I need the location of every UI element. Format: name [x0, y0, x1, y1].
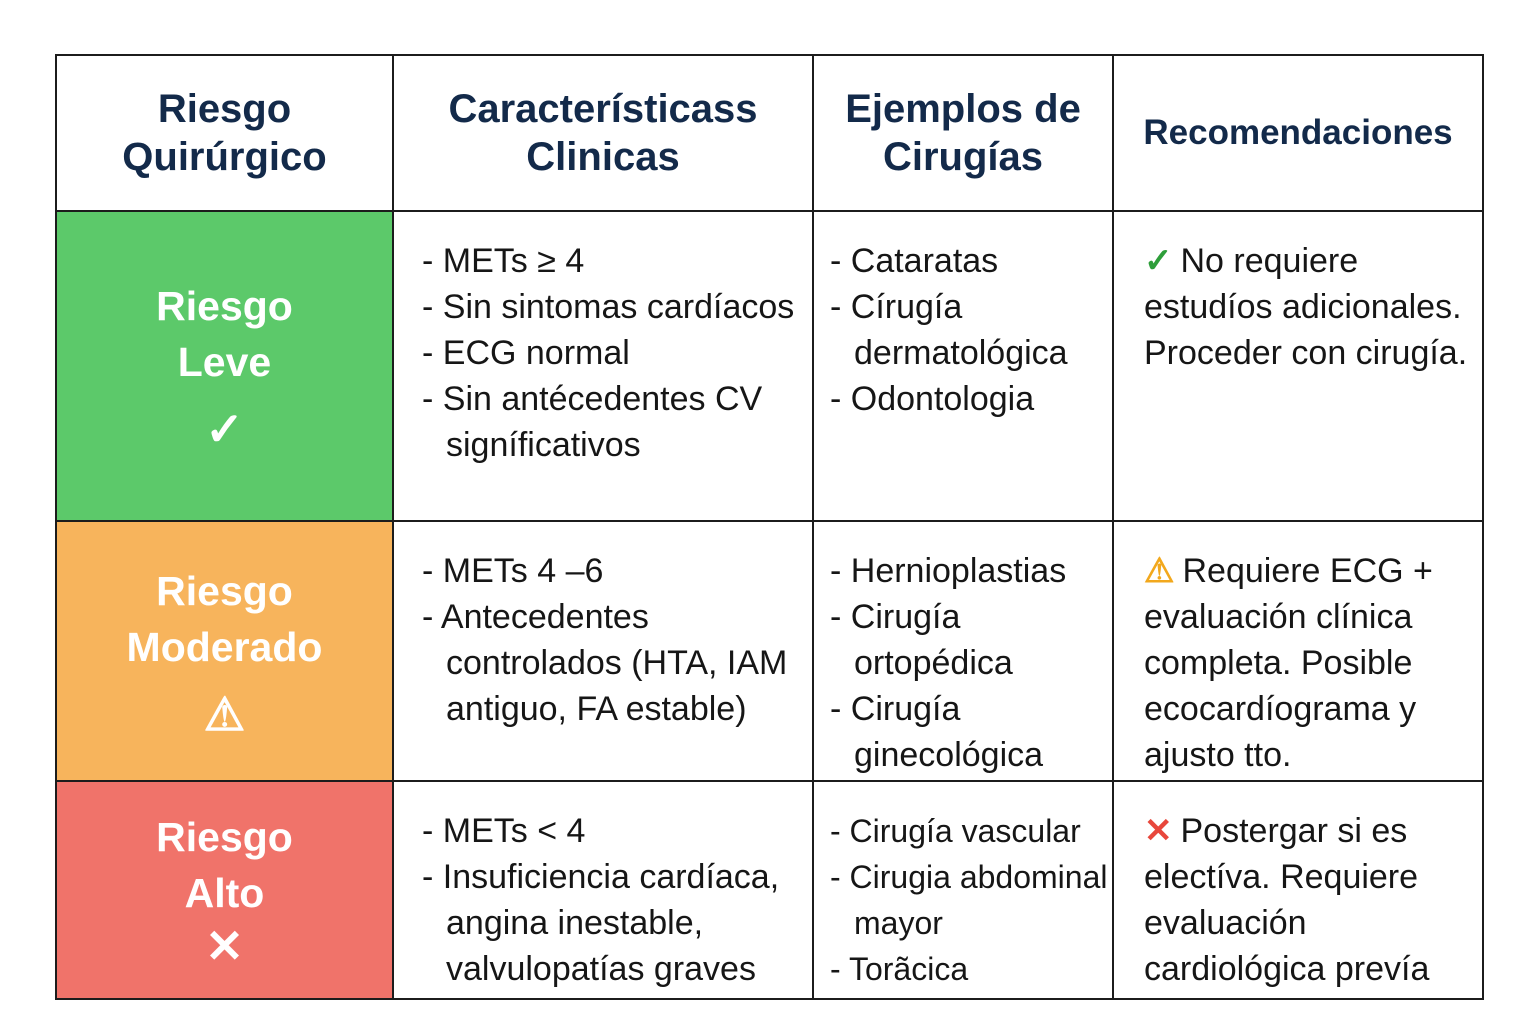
risk-moderado-cell: Riesgo Moderado ⚠: [55, 520, 394, 782]
list-item: - Insuficiencia cardíaca, angina inestab…: [422, 858, 780, 988]
header-caracteristicas: Característicass Clinicas: [392, 54, 814, 212]
header-riesgo: Riesgo Quirúrgico: [55, 54, 394, 212]
list-item: - Círugía dermatológica: [830, 288, 1068, 372]
list-item: - METs ≥ 4: [422, 242, 585, 280]
recommendation-cell: ✓ No requiere estudíos adicionales. Proce…: [1112, 210, 1484, 522]
surgical-risk-table: Riesgo Quirúrgico Característicass Clini…: [55, 54, 1484, 1000]
features-cell: - METs ≥ 4 - Sin sintomas cardíacos - EC…: [392, 210, 814, 522]
recommendation-text: No requiere estudíos adicionales. Proced…: [1144, 242, 1468, 372]
header-recomendaciones: Recomendaciones: [1112, 54, 1484, 212]
examples-cell: - Hernioplastias - Cirugía ortopédica - …: [812, 520, 1114, 782]
risk-label: Riesgo Leve: [156, 283, 293, 385]
risk-label: Riesgo Moderado: [126, 568, 323, 670]
list-item: - Antecedentes controlados (HTA, IAM ant…: [422, 598, 788, 728]
features-cell: - METs 4 –6 - Antecedentes controlados (…: [392, 520, 814, 782]
features-cell: - METs < 4 - Insuficiencia cardíaca, ang…: [392, 780, 814, 1000]
list-item: - Cataratas: [830, 242, 999, 280]
cross-icon: ✕: [1144, 812, 1173, 850]
table-row: Riesgo Leve ✓ - METs ≥ 4 - Sin sintomas …: [55, 210, 1484, 522]
cross-icon: ✕: [205, 920, 244, 972]
list-item: - Odontologia: [830, 380, 1035, 418]
table-row: Riesgo Moderado ⚠ - METs 4 –6 - Antecede…: [55, 520, 1484, 782]
risk-label: Riesgo Alto: [156, 814, 293, 916]
list-item: - Hernioplastias: [830, 552, 1067, 590]
warning-icon: ⚠: [203, 688, 246, 740]
recommendation-text: Postergar si es electíva. Requiere evalu…: [1144, 812, 1430, 988]
list-item: - METs 4 –6: [422, 552, 604, 590]
list-item: - Sin sintomas cardíacos: [422, 288, 795, 326]
risk-leve-cell: Riesgo Leve ✓: [55, 210, 394, 522]
recommendation-text: Requiere ECG + evaluación clínica comple…: [1144, 552, 1433, 774]
examples-cell: - Cirugía vascular - Cirugia abdominal m…: [812, 780, 1114, 1000]
check-icon: ✓: [205, 403, 244, 455]
table-row: Riesgo Alto ✕ - METs < 4 - Insuficiencia…: [55, 780, 1484, 1000]
warning-icon: ⚠: [1144, 552, 1175, 590]
list-item: - Cirugía vascular: [830, 813, 1081, 849]
recommendation-cell: ✕ Postergar si es electíva. Requiere eval…: [1112, 780, 1484, 1000]
list-item: - ECG normal: [422, 334, 630, 372]
check-icon: ✓: [1144, 242, 1173, 280]
header-row: Riesgo Quirúrgico Característicass Clini…: [55, 54, 1484, 212]
list-item: - Cirugia abdominal mayor: [830, 859, 1108, 941]
list-item: - METs < 4: [422, 812, 586, 850]
list-item: - Cirugía ortopédica: [830, 598, 1013, 682]
list-item: - Sin antécedentes CV signíficativos: [422, 380, 763, 464]
header-ejemplos: Ejemplos de Cirugías: [812, 54, 1114, 212]
recommendation-cell: ⚠ Requiere ECG + evaluación clínica compl…: [1112, 520, 1484, 782]
examples-cell: - Cataratas - Círugía dermatológica - Od…: [812, 210, 1114, 522]
list-item: - Cirugía ginecológica: [830, 690, 1044, 774]
list-item: - Torãcica: [830, 951, 969, 987]
risk-alto-cell: Riesgo Alto ✕: [55, 780, 394, 1000]
